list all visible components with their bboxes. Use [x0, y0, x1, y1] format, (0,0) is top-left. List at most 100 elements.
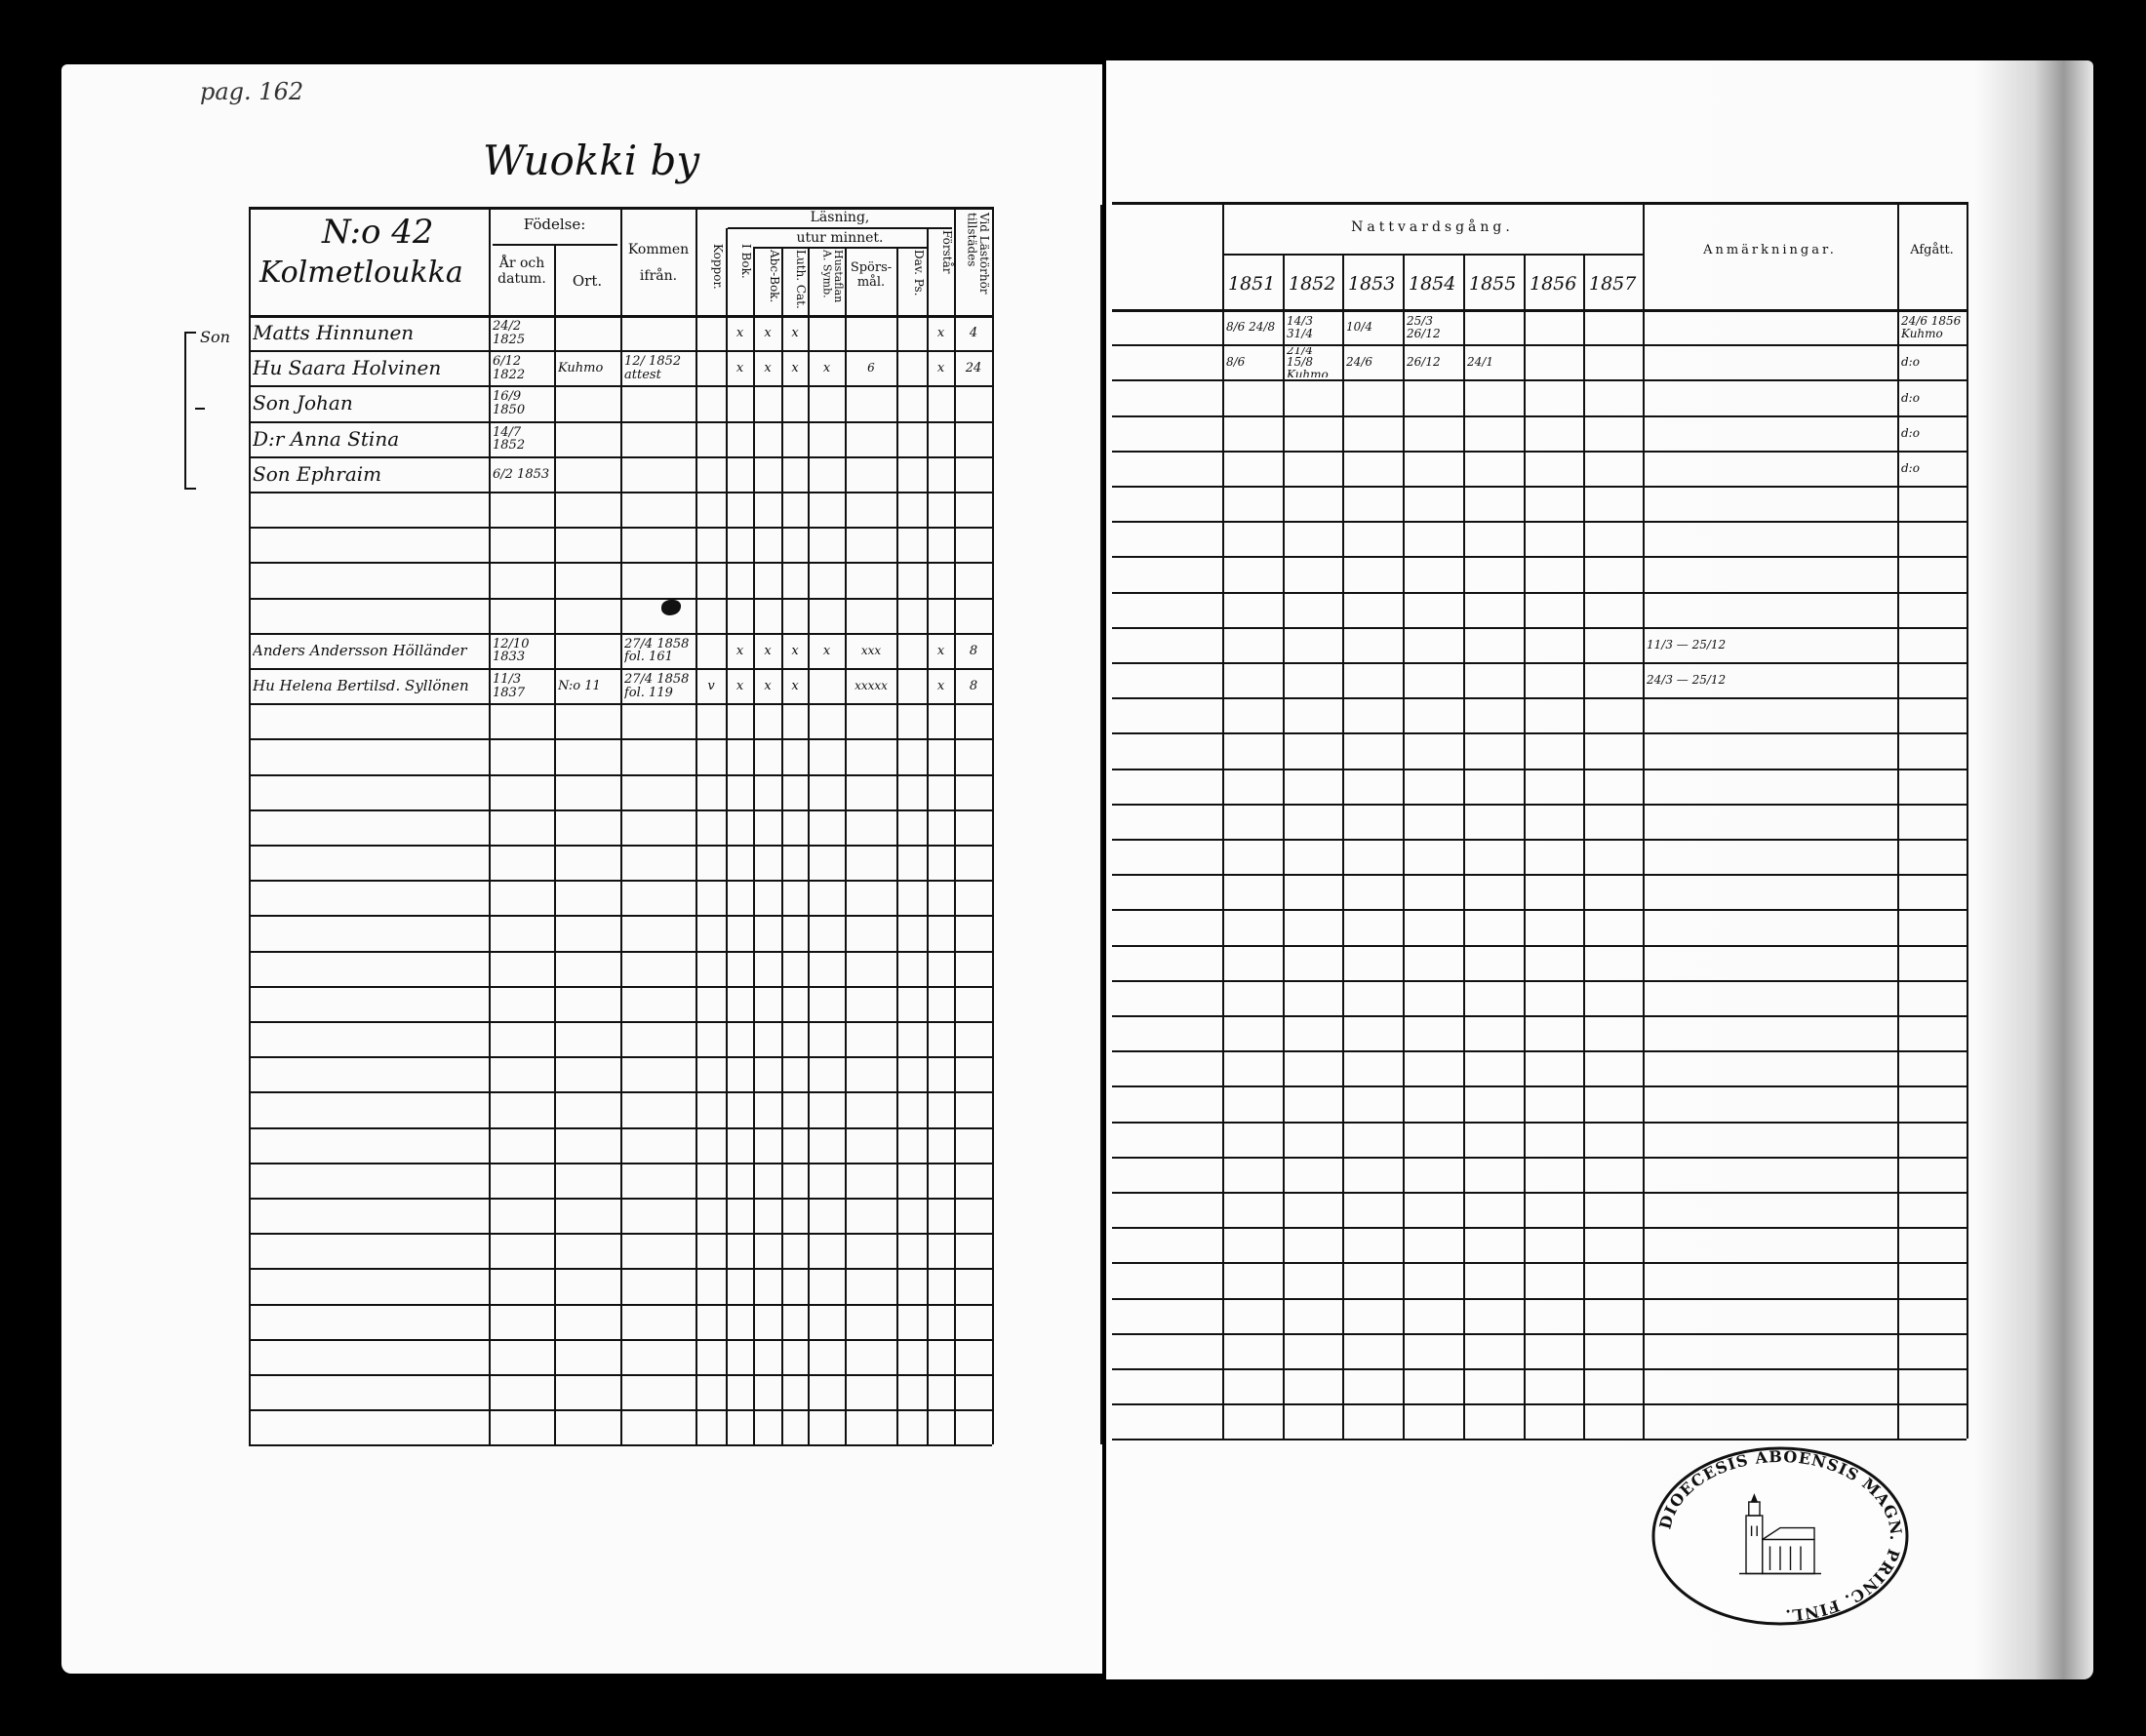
- right-row-line: [1112, 521, 1967, 524]
- right-row-line: [1112, 979, 1967, 982]
- right-column-line: [1342, 254, 1344, 1440]
- right-row-line: [1112, 556, 1967, 559]
- right-row-line: [1112, 414, 1967, 417]
- right-row-line: [1112, 591, 1967, 594]
- cell-afgatt: d:o: [1901, 355, 1920, 370]
- lasning-underline: [728, 227, 952, 229]
- left-column-line: [845, 248, 847, 1445]
- year-header-1856: 1856: [1530, 273, 1577, 295]
- cell-y1853: 24/6: [1346, 355, 1372, 370]
- cell-birth-date: 11/3 1837: [493, 671, 526, 700]
- cell-sporsmal: 6: [867, 361, 875, 375]
- left-column-line: [896, 248, 898, 1445]
- cell-i-bok: x: [735, 643, 744, 658]
- right-row-line: [1112, 1015, 1967, 1017]
- right-row-line: [1112, 874, 1967, 877]
- left-column-line: [620, 207, 622, 1445]
- year-header-1854: 1854: [1409, 273, 1456, 295]
- cell-symb: x: [822, 360, 831, 375]
- ink-blot: [661, 600, 681, 615]
- cell-birth-date: 24/2 1825: [493, 318, 526, 347]
- right-page: [1106, 60, 2093, 1679]
- family-bracket: [184, 332, 186, 490]
- diocese-stamp: DIOECESIS ABOENSIS MAGN. PRINC. FINL.: [1651, 1446, 1909, 1626]
- left-column-line: [726, 228, 728, 1445]
- cell-abc-bok: x: [764, 643, 772, 658]
- right-row-line: [1112, 732, 1967, 735]
- right-row-line: [1112, 1332, 1967, 1335]
- right-column-line: [1283, 254, 1285, 1440]
- family-bracket-bottom: [184, 488, 196, 490]
- header-forstar: Förstår: [940, 230, 954, 274]
- cell-forstar: x: [936, 360, 945, 375]
- right-row-line: [1112, 662, 1967, 664]
- right-row-line: [1112, 486, 1967, 488]
- year-header-1855: 1855: [1469, 273, 1517, 295]
- cell-birth-date: 6/2 1853: [493, 466, 550, 482]
- year-header-1852: 1852: [1289, 273, 1336, 295]
- right-row-line: [1112, 626, 1967, 629]
- header-hustaflan: Hustaflan A. Symb.: [820, 250, 845, 303]
- right-column-line: [1463, 254, 1465, 1440]
- right-row-line: [1112, 1439, 1967, 1441]
- right-row-line: [1112, 697, 1967, 700]
- right-row-line: [1112, 1227, 1967, 1230]
- cell-birth-date: 16/9 1850: [493, 389, 526, 417]
- header-ort: Ort.: [572, 272, 603, 290]
- cell-name: Son Johan: [253, 391, 353, 415]
- left-column-line: [954, 207, 956, 1445]
- right-row-line: [1112, 1085, 1967, 1088]
- cell-y1851: 8/6 24/8: [1226, 320, 1276, 335]
- right-row-line: [1112, 1403, 1967, 1406]
- cell-y1852: 14/3 31/4: [1287, 314, 1313, 340]
- family-bracket-top: [184, 332, 196, 334]
- right-row-line: [1112, 839, 1967, 841]
- right-row-line: [1112, 909, 1967, 912]
- cell-forstar: x: [936, 643, 945, 658]
- cell-luth-cat: x: [791, 360, 799, 375]
- right-header-divider: [1112, 309, 1967, 312]
- cell-i-bok: x: [735, 360, 744, 375]
- household-number: N:o 42: [322, 213, 434, 252]
- right-column-line: [1643, 202, 1645, 1440]
- cell-abc-bok: x: [764, 678, 772, 693]
- right-column-line: [1222, 202, 1224, 1440]
- header-vid-lasforhor: Vid Lästörhör tillstädes: [965, 213, 991, 295]
- cell-koppor: v: [707, 678, 715, 693]
- right-row-line: [1112, 1050, 1967, 1053]
- right-column-line: [1897, 202, 1899, 1440]
- cell-i-bok: x: [735, 678, 744, 693]
- left-column-line: [554, 246, 556, 1445]
- right-row-line: [1112, 1192, 1967, 1194]
- header-abc-bok: Abc-Bok.: [768, 250, 781, 303]
- cell-afgatt: d:o: [1901, 390, 1920, 405]
- header-anmarkningar: Anmärkningar.: [1703, 243, 1837, 257]
- cell-came-from: 27/4 1858 fol. 161: [624, 636, 690, 665]
- fodelse-underline: [493, 244, 617, 246]
- header-sporsmal: Spörs-mål.: [850, 260, 893, 290]
- header-kommen-ifran: Kommen ifrån.: [627, 242, 690, 284]
- left-column-line: [927, 228, 929, 1445]
- right-row-line: [1112, 1368, 1967, 1370]
- nattvard-underline: [1222, 254, 1643, 256]
- cell-forstar: x: [936, 325, 945, 340]
- right-row-line: [1112, 1121, 1967, 1124]
- right-row-line: [1112, 450, 1967, 453]
- cell-vid: 24: [965, 360, 982, 375]
- year-header-1853: 1853: [1348, 273, 1396, 295]
- left-column-line: [753, 248, 755, 1445]
- cell-came-from: 27/4 1858 fol. 119: [624, 671, 690, 700]
- left-column-line: [695, 207, 697, 1445]
- cell-name: D:r Anna Stina: [253, 426, 400, 451]
- cell-vid: 8: [969, 643, 978, 658]
- right-row-line: [1112, 1297, 1967, 1300]
- stamp-border: [1651, 1446, 1909, 1626]
- right-row-line: [1112, 803, 1967, 806]
- cell-name: Matts Hinnunen: [253, 321, 415, 345]
- header-ar-och-datum: År och datum.: [497, 256, 546, 288]
- cell-name: Anders Andersson Hölländer: [253, 641, 467, 659]
- right-row-line: [1112, 768, 1967, 770]
- right-row-line: [1112, 344, 1967, 347]
- page-number: pag. 162: [200, 78, 304, 105]
- cell-vid: 8: [969, 678, 978, 693]
